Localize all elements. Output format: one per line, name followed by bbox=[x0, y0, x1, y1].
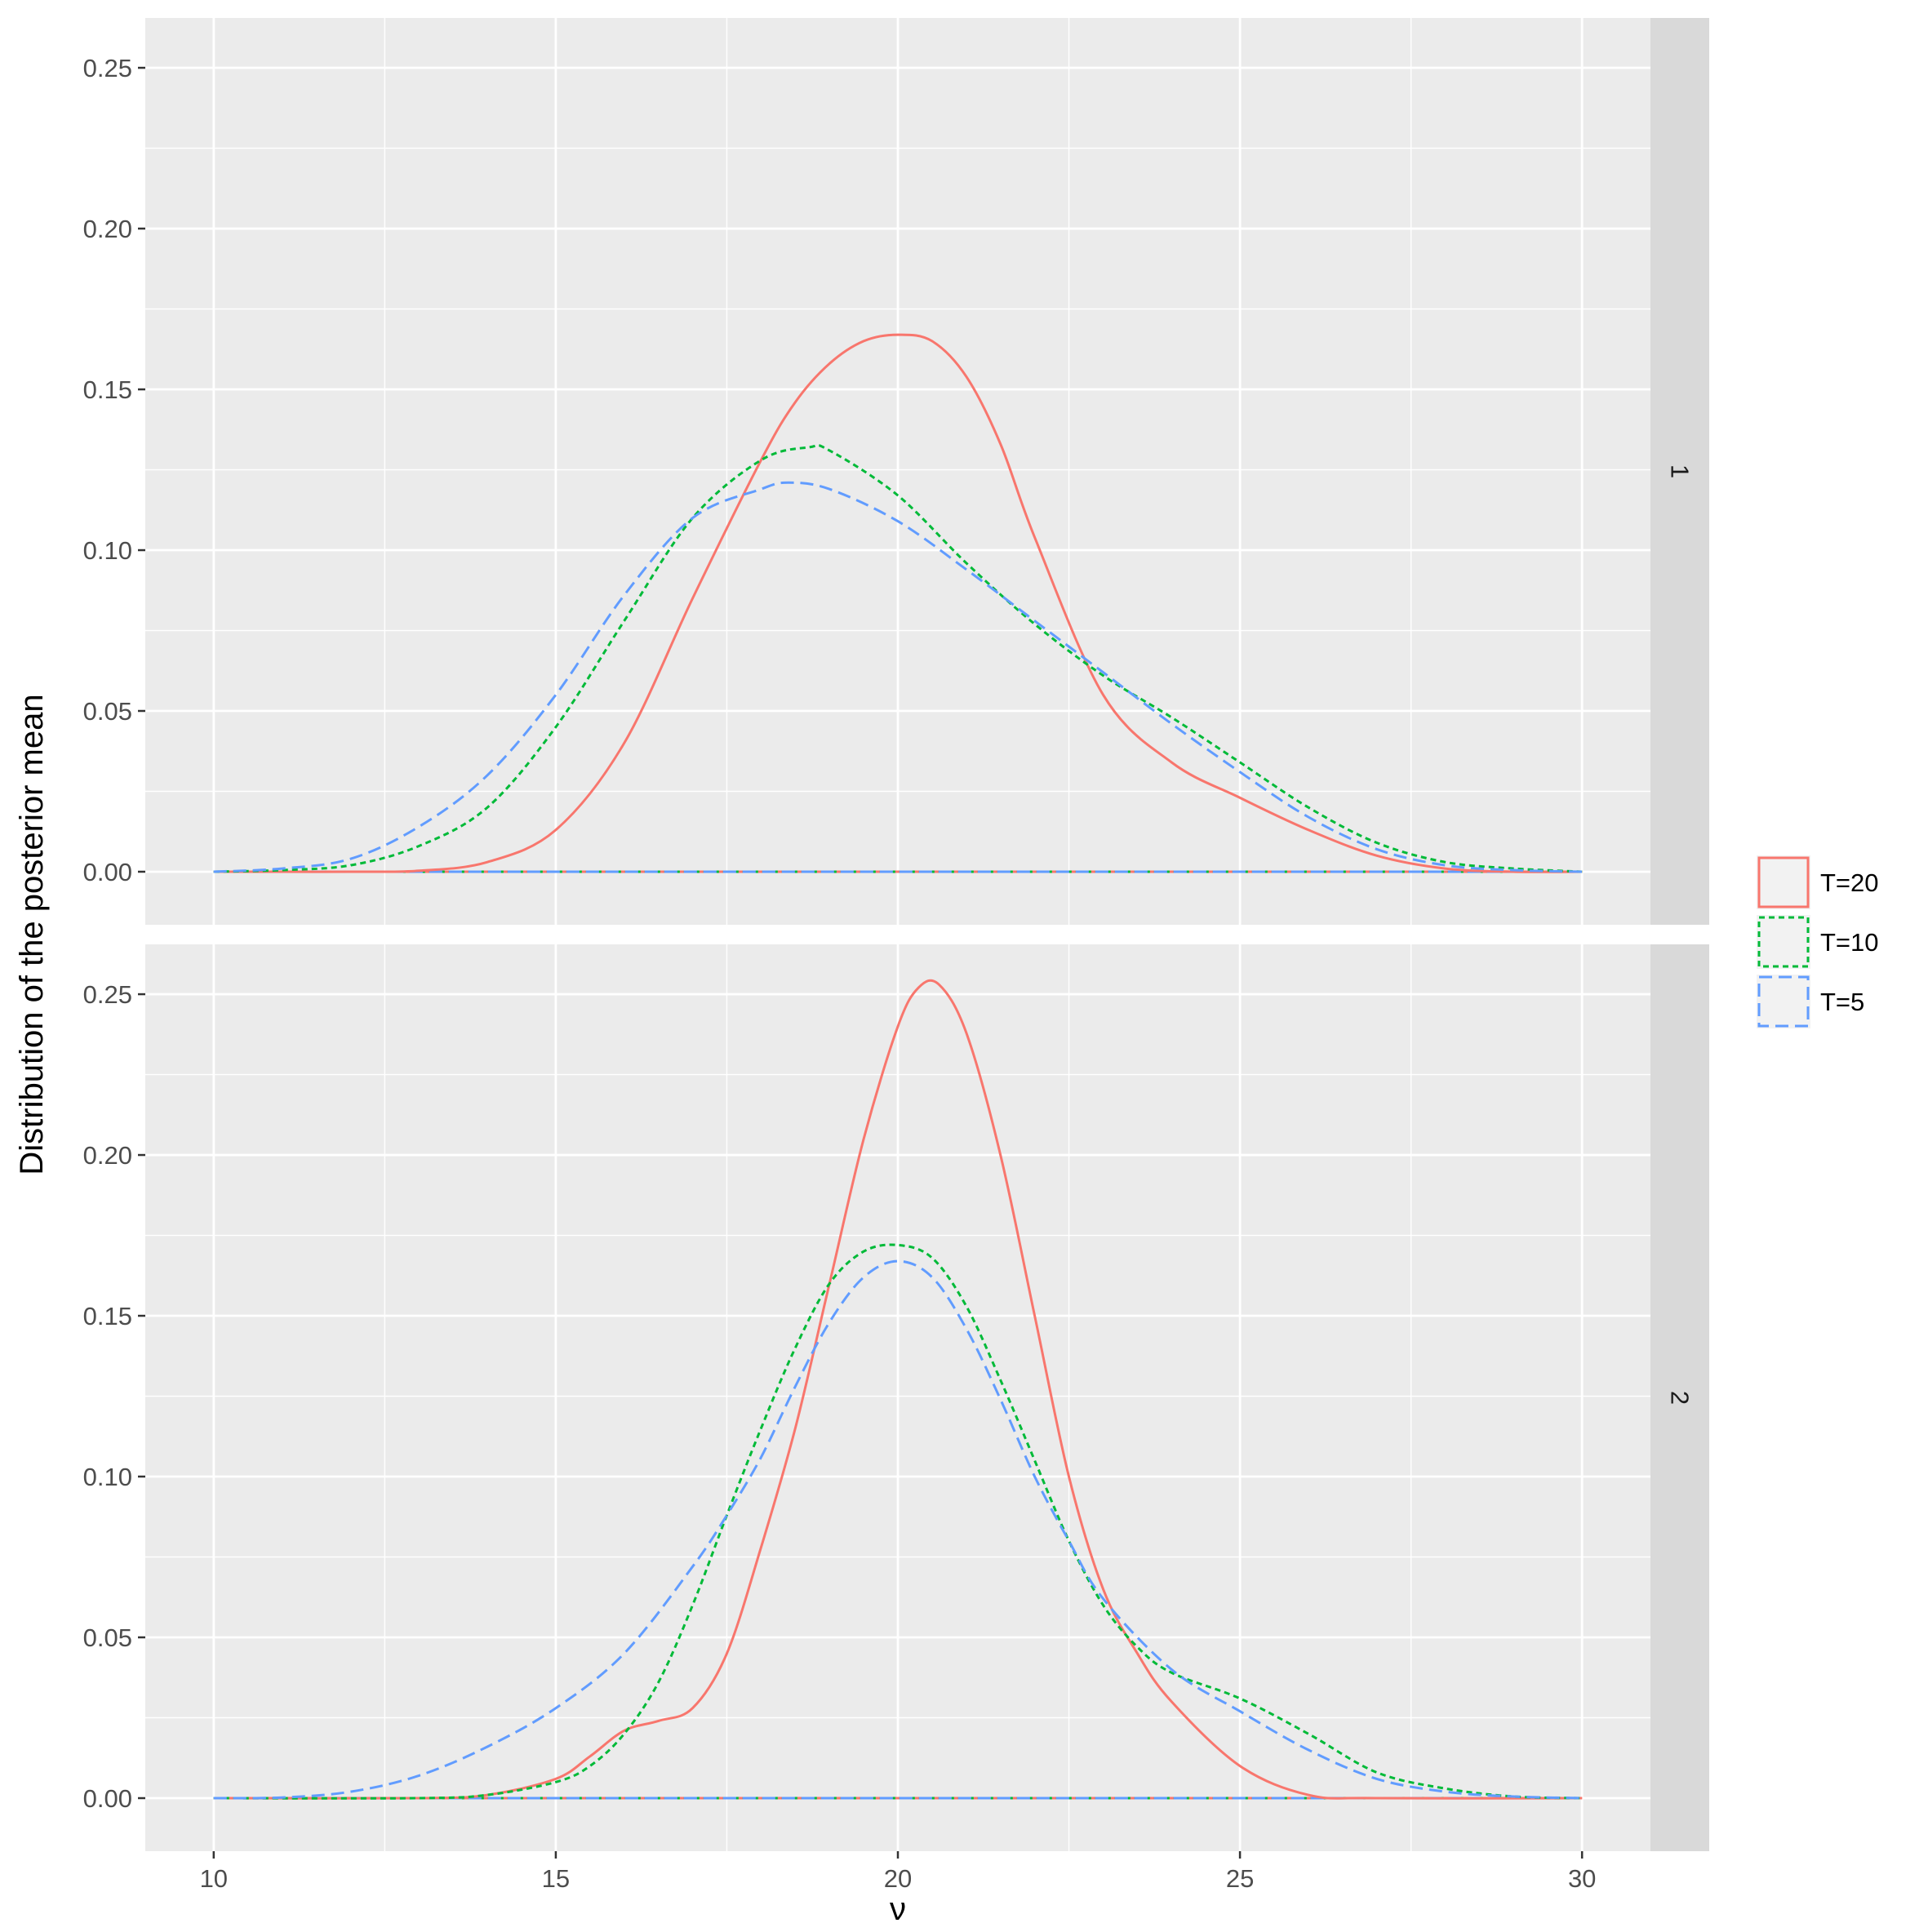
facet-strip bbox=[1650, 944, 1709, 1851]
y-tick-label: 0.10 bbox=[83, 536, 132, 565]
legend-key bbox=[1757, 856, 1810, 908]
legend-key-background bbox=[1757, 975, 1810, 1028]
x-tick-label: 15 bbox=[542, 1864, 570, 1893]
y-tick-label: 0.20 bbox=[83, 1141, 132, 1170]
y-tick-label: 0.25 bbox=[83, 980, 132, 1009]
panel-2: 0.00 0.05 0.10 0.15 0.20 0.25 2 bbox=[83, 944, 1709, 1851]
y-axis-title: Distribution of the posterior mean bbox=[14, 694, 50, 1175]
facet-strip-label: 2 bbox=[1666, 1391, 1695, 1405]
legend-key-background bbox=[1757, 855, 1810, 909]
legend-label: T=10 bbox=[1820, 928, 1879, 957]
series-group bbox=[213, 979, 1583, 1800]
y-tick-label: 0.25 bbox=[83, 54, 132, 82]
x-tick-label: 30 bbox=[1568, 1864, 1596, 1893]
x-tick-label: 20 bbox=[884, 1864, 912, 1893]
series-line-T=10 bbox=[213, 1243, 1583, 1800]
series-line-T=5 bbox=[213, 1259, 1583, 1800]
legend: T=20 T=10 T=5 bbox=[1757, 855, 1879, 1028]
facet-strip-label: 1 bbox=[1666, 464, 1695, 478]
legend-key-background bbox=[1757, 915, 1810, 969]
y-tick-label: 0.15 bbox=[83, 1302, 132, 1330]
series-line-T=5 bbox=[213, 481, 1583, 873]
legend-item: T=5 bbox=[1757, 975, 1864, 1028]
x-tick-label: 10 bbox=[200, 1864, 228, 1893]
legend-key bbox=[1757, 975, 1810, 1028]
panel-1: 0.00 0.05 0.10 0.15 0.20 0.25 1 bbox=[83, 18, 1709, 925]
y-tick-label: 0.05 bbox=[83, 1623, 132, 1652]
y-tick-label: 0.15 bbox=[83, 375, 132, 404]
y-tick-label: 0.10 bbox=[83, 1463, 132, 1491]
y-tick-label: 0.00 bbox=[83, 858, 132, 886]
x-axis-title: ν bbox=[890, 1891, 906, 1927]
y-tick-label: 0.20 bbox=[83, 215, 132, 243]
legend-label: T=5 bbox=[1820, 988, 1864, 1016]
panels-layer: 0.00 0.05 0.10 0.15 0.20 0.25 1 0.00 0.05 0.10 0.1… bbox=[83, 18, 1709, 1851]
legend-label: T=20 bbox=[1820, 868, 1879, 897]
series-line-T=20 bbox=[213, 979, 1583, 1800]
legend-item: T=10 bbox=[1757, 915, 1879, 969]
x-tick-label: 25 bbox=[1226, 1864, 1254, 1893]
series-line-T=20 bbox=[213, 333, 1583, 873]
x-axis: 10 15 20 25 30 bbox=[200, 1851, 1596, 1893]
y-tick-label: 0.00 bbox=[83, 1784, 132, 1813]
legend-key bbox=[1757, 916, 1810, 968]
facet-strip bbox=[1650, 18, 1709, 925]
series-group bbox=[213, 333, 1583, 873]
legend-item: T=20 bbox=[1757, 855, 1879, 909]
y-tick-label: 0.05 bbox=[83, 697, 132, 726]
